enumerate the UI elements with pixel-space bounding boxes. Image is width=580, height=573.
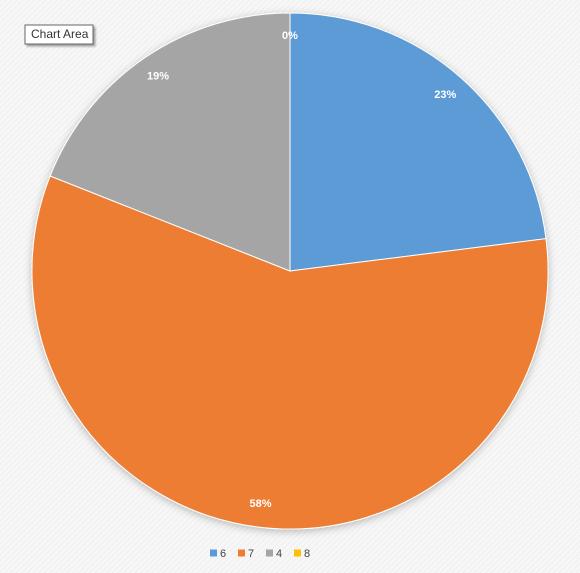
labels: 23% 58% 19% 0% (147, 30, 456, 510)
legend-swatch (266, 549, 273, 557)
slice (31, 175, 549, 530)
slice (289, 12, 547, 272)
data-label: 23% (434, 89, 456, 101)
tooltip-box (24, 24, 94, 45)
legend-label: 6 (220, 548, 226, 560)
legend: 6 7 4 8 (210, 548, 310, 560)
legend-swatch (294, 549, 301, 557)
legend-swatch (238, 549, 245, 557)
pie (31, 12, 549, 530)
tooltip: Chart Area (31, 27, 89, 41)
data-label: 0% (282, 30, 298, 42)
data-label: 19% (147, 71, 169, 83)
legend-label: 4 (276, 548, 282, 560)
slice (49, 12, 291, 272)
legend-swatch (210, 549, 217, 557)
legend-label: 8 (304, 548, 310, 560)
data-label: 58% (250, 498, 272, 510)
legend-label: 7 (248, 548, 254, 560)
